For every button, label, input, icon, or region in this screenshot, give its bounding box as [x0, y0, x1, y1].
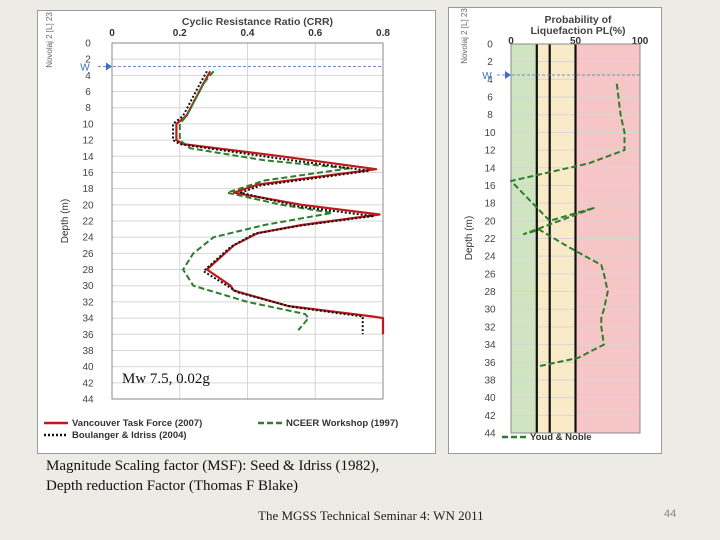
chart2-y-tick-label: 38	[484, 375, 496, 386]
chart1-series-line-1	[175, 70, 385, 335]
chart2-y-tick-label: 28	[484, 287, 496, 298]
chart1-legend-label: Boulanger & Idriss (2004)	[72, 430, 187, 441]
chart1-y-tick-label: 34	[82, 314, 94, 325]
chart1-y-tick-label: 40	[82, 362, 94, 373]
chart2-y-tick-label: 32	[484, 322, 496, 333]
chart1-y-tick-label: 30	[82, 281, 94, 292]
chart2-x-tick-label: 50	[570, 36, 582, 47]
chart1-y-tick-label: 0	[85, 39, 91, 50]
page-number: 44	[664, 508, 677, 520]
chart1-y-tick-label: 32	[82, 297, 94, 308]
chart1-y-tick-label: 16	[82, 168, 94, 179]
chart1-y-tick-label: 24	[82, 233, 94, 244]
chart2-y-tick-label: 36	[484, 358, 496, 369]
chart1-title: Cyclic Resistance Ratio (CRR)	[182, 16, 333, 28]
chart1-x-tick-label: 0.6	[308, 28, 322, 39]
chart2-y-tick-label: 8	[487, 110, 493, 121]
chart2-y-tick-label: 16	[484, 181, 496, 192]
caption-depth-reduction: Depth reduction Factor (Thomas F Blake)	[46, 478, 299, 494]
caption-msf: Magnitude Scaling factor (MSF): Seed & I…	[46, 458, 380, 474]
chart2-x-tick-label: 0	[508, 36, 514, 47]
chart1-y-tick-label: 42	[82, 378, 94, 389]
footer-seminar-title: The MGSS Technical Seminar 4: WN 2011	[258, 508, 484, 523]
chart1-side-label: Novolaj 2 [L] 23	[45, 12, 54, 68]
chart2-y-tick-label: 12	[484, 146, 496, 157]
chart2-y-tick-label: 10	[484, 128, 496, 139]
chart2-y-tick-label: 24	[484, 252, 496, 263]
chart1-y-tick-label: 14	[82, 152, 94, 163]
chart1-y-tick-label: 6	[85, 87, 91, 98]
chart1-x-tick-label: 0.4	[241, 28, 255, 39]
chart1-y-axis-label: Depth (m)	[60, 199, 71, 243]
chart1-y-tick-label: 26	[82, 249, 94, 260]
chart1-y-tick-label: 20	[82, 200, 94, 211]
chart1-x-tick-label: 0.2	[173, 28, 187, 39]
chart1-y-tick-label: 36	[82, 330, 94, 341]
chart2-plot-frame	[510, 43, 641, 434]
chart2-water-table-arrow-icon	[505, 70, 511, 79]
chart1-water-table-arrow-icon	[106, 62, 112, 71]
chart1-water-table-label: W	[80, 62, 90, 73]
chart1-y-tick-label: 10	[82, 119, 94, 130]
chart2-y-tick-label: 30	[484, 305, 496, 316]
chart1-y-tick-label: 22	[82, 217, 94, 228]
chart2-y-tick-label: 34	[484, 340, 496, 351]
chart1-legend-label: NCEER Workshop (1997)	[286, 418, 398, 429]
chart1-y-tick-label: 28	[82, 265, 94, 276]
chart1-legend-label: Vancouver Task Force (2007)	[72, 418, 202, 429]
chart2-y-axis-label: Depth (m)	[464, 216, 475, 260]
chart2-y-tick-label: 14	[484, 163, 496, 174]
chart2-title-line-1: Probability of	[544, 14, 612, 26]
chart2-y-tick-label: 0	[487, 40, 493, 51]
chart1-y-tick-label: 2	[85, 55, 91, 66]
chart2-y-tick-label: 4	[487, 75, 493, 86]
chart2-y-tick-label: 26	[484, 269, 496, 280]
chart2-legend-label: Youd & Noble	[530, 432, 592, 443]
chart2-y-tick-label: 20	[484, 216, 496, 227]
chart2-y-tick-label: 22	[484, 234, 496, 245]
chart1-y-tick-label: 12	[82, 136, 94, 147]
chart1-y-tick-label: 44	[82, 395, 94, 406]
chart1-x-tick-label: 0	[109, 28, 115, 39]
chart2-y-tick-label: 6	[487, 93, 493, 104]
chart2-y-tick-label: 2	[487, 57, 493, 68]
chart2-y-tick-label: 18	[484, 199, 496, 210]
chart2-series-line-1	[510, 83, 626, 368]
chart2-y-tick-label: 44	[484, 429, 496, 440]
chart2-x-tick-label: 100	[632, 36, 649, 47]
chart1-y-tick-label: 38	[82, 346, 94, 357]
chart2-y-tick-label: 42	[484, 411, 496, 422]
chart1-plot-frame	[111, 42, 384, 400]
chart1-x-tick-label: 0.8	[376, 28, 390, 39]
chart2-side-label: Novolaj 2 [L] 23	[460, 8, 469, 64]
chart1-y-tick-label: 4	[85, 71, 91, 82]
chart2-water-table-label: W	[482, 71, 492, 82]
magnitude-annotation: Mw 7.5, 0.02g	[122, 371, 210, 387]
chart2-y-tick-label: 40	[484, 393, 496, 404]
chart1-y-tick-label: 18	[82, 184, 94, 195]
chart2-title-line-2: Liquefaction PL(%)	[530, 25, 625, 37]
chart1-y-tick-label: 8	[85, 103, 91, 114]
chart1-series-line-2	[178, 70, 351, 331]
